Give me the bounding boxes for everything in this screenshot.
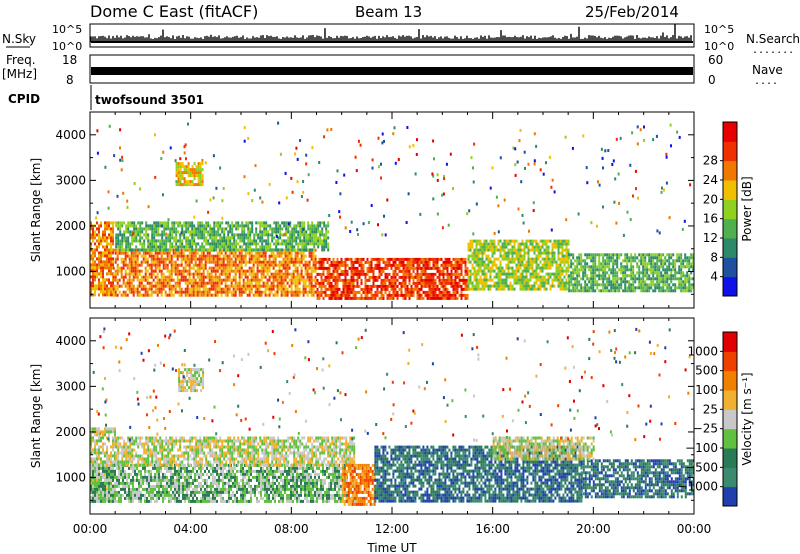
nsky-trace — [90, 23, 693, 43]
y-tick-label: 3000 — [55, 173, 86, 187]
colorbar-tick-label: 12 — [703, 231, 718, 245]
nsearch-label: N.Search — [746, 32, 800, 46]
cpid-label: CPID — [8, 92, 40, 106]
colorbar-tick-label: 8 — [710, 250, 718, 264]
colorbar-swatch — [723, 160, 737, 181]
colorbar-swatch — [723, 332, 737, 352]
freq-panel-frame — [89, 54, 695, 84]
colorbar-tick-label: 25 — [703, 402, 718, 416]
nsearch-tick-bottom: 10^0 — [704, 40, 734, 53]
colorbar-tick-label: 100 — [695, 383, 718, 397]
echo-region — [90, 221, 114, 297]
colorbar-swatch — [723, 486, 737, 507]
y-tick-label: 1000 — [55, 471, 86, 485]
x-tick-label: 08:00 — [274, 522, 309, 536]
y-axis-label: Slant Range [km] — [29, 158, 43, 262]
nsearch-tick-top: 10^5 — [704, 23, 734, 36]
nsky-label: N.Sky — [2, 32, 36, 46]
colorbar-swatch — [723, 199, 737, 220]
date-label: 25/Feb/2014 — [585, 3, 679, 21]
colorbar-swatch — [723, 351, 737, 372]
freq-trace — [91, 67, 693, 75]
echo-region — [115, 221, 330, 252]
plot-title: Dome C East (fitACF) — [90, 2, 258, 21]
colorbar-swatch — [723, 448, 737, 468]
colorbar-swatch — [723, 238, 737, 258]
colorbar-swatch — [723, 180, 737, 200]
echo-region — [580, 459, 694, 499]
colorbar-tick-label: 20 — [703, 192, 718, 206]
colorbar-swatch — [723, 218, 737, 239]
colorbar-tick-label: −500 — [685, 460, 718, 474]
freq-label: Freq. — [6, 53, 36, 67]
y-tick-label: 4000 — [55, 334, 86, 348]
x-tick-label: 04:00 — [173, 522, 208, 536]
colorbar-tick-label: −1000 — [677, 480, 718, 494]
y-axis-label: Slant Range [km] — [29, 364, 43, 468]
colorbar-tick-label: 4 — [710, 270, 718, 284]
colorbar-swatch — [723, 370, 737, 391]
nsearch-dotted-key: ....... — [752, 45, 794, 56]
y-tick-label: 3000 — [55, 379, 86, 393]
colorbar: 4 8 12 16 20 24 28 Power [dB] — [703, 121, 754, 297]
echo-region — [316, 257, 469, 300]
colorbar-swatch — [723, 257, 737, 278]
velocity-panel: 1000 2000 3000 4000 00:00 04:00 08:00 12:00 16:0… — [29, 317, 754, 536]
x-tick-label: 00:00 — [73, 522, 108, 536]
x-tick-label: 12:00 — [375, 522, 410, 536]
sparse-echoes — [92, 327, 694, 442]
colorbar-swatch — [723, 409, 737, 430]
nsky-tick-bottom: 10^0 — [52, 40, 82, 53]
colorbar-swatch — [723, 428, 737, 449]
x-axis-label: Time UT — [366, 541, 417, 554]
nave-dotted-key: .... — [754, 76, 778, 87]
colorbar-tick-label: −25 — [693, 422, 718, 436]
colorbar-swatch — [723, 467, 737, 488]
nave-tick-top: 60 — [708, 53, 723, 67]
x-tick-label: 00:00 — [677, 522, 712, 536]
y-tick-label: 2000 — [55, 219, 86, 233]
colorbar-label: Power [dB] — [740, 176, 754, 241]
colorbar-tick-label: 28 — [703, 154, 718, 168]
echo-region — [374, 445, 583, 503]
colorbar-swatch — [723, 122, 737, 142]
echo-region — [112, 248, 317, 297]
cpid-value: twofsound 3501 — [95, 93, 204, 107]
sparse-echoes — [95, 121, 692, 238]
y-tick-label: 1000 — [55, 265, 86, 279]
colorbar-swatch — [723, 276, 737, 297]
colorbar-swatch — [723, 390, 737, 410]
colorbar-tick-label: −100 — [685, 441, 718, 455]
nsky-tick-top: 10^5 — [52, 23, 82, 36]
freq-unit: [MHz] — [2, 67, 37, 81]
colorbar-tick-label: 16 — [703, 212, 718, 226]
echo-region — [341, 463, 376, 506]
echo-region — [115, 436, 356, 467]
echo-region — [568, 253, 694, 293]
colorbar-tick-label: 500 — [695, 364, 718, 378]
nave-tick-bottom: 0 — [708, 73, 716, 87]
colorbar-swatch — [723, 141, 737, 162]
echo-region — [175, 162, 204, 187]
echo-region — [467, 239, 570, 291]
freq-tick-bottom: 8 — [66, 73, 74, 87]
nsky-panel-frame — [89, 23, 695, 48]
y-tick-label: 4000 — [55, 128, 86, 142]
power-panel: 1000 2000 3000 4000 Slant Range [km] 4 8 12 16 20… — [29, 111, 754, 309]
beam-label: Beam 13 — [355, 3, 422, 21]
echo-region — [90, 463, 356, 503]
colorbar-tick-label: 24 — [703, 173, 718, 187]
x-tick-label: 16:00 — [475, 522, 510, 536]
colorbar-tick-label: 1000 — [687, 344, 718, 358]
x-tick-label: 20:00 — [576, 522, 611, 536]
colorbar-label: Velocity [m s⁻¹] — [740, 372, 754, 465]
y-tick-label: 2000 — [55, 425, 86, 439]
freq-tick-top: 18 — [62, 53, 77, 67]
echo-region — [178, 368, 205, 393]
colorbar: 1000 500 100 25 −25 −100 −500 −1000 Velocity [m … — [677, 331, 754, 507]
nave-label: Nave — [752, 63, 783, 77]
echo-region — [492, 436, 595, 461]
